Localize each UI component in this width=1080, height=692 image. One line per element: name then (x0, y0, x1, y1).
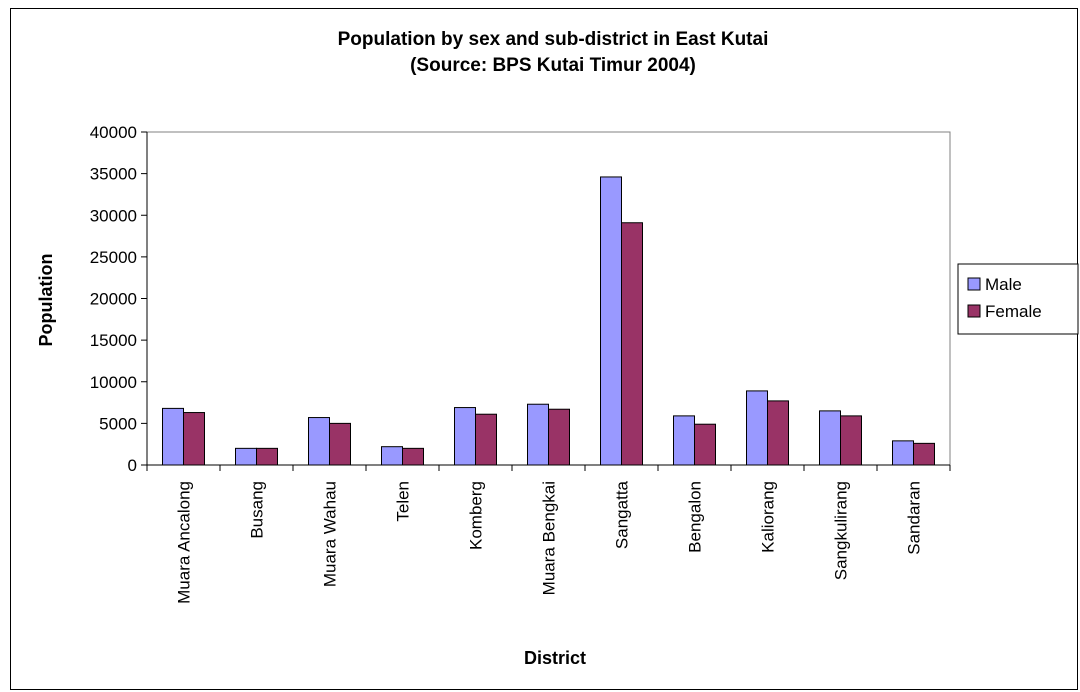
bar-male (892, 440, 914, 466)
bar-male (746, 390, 768, 466)
x-tick-label: Muara Ancalong (175, 481, 194, 604)
bar-male (673, 415, 695, 466)
bar-male (600, 176, 622, 466)
bar-female (840, 415, 862, 466)
bar-female (183, 412, 205, 466)
legend-label-male: Male (985, 275, 1022, 294)
bar-female (548, 408, 570, 466)
bar-female (913, 442, 935, 466)
y-tick-label: 30000 (90, 206, 137, 225)
bar-female (402, 447, 424, 466)
chart-frame (10, 8, 1078, 690)
legend-swatch-female (967, 304, 981, 318)
x-tick-label: Sandaran (905, 481, 924, 555)
legend-label-female: Female (985, 302, 1042, 321)
x-tick-label: Muara Bengkai (540, 481, 559, 595)
bar-male (235, 447, 257, 466)
x-tick-label: Muara Wahau (321, 481, 340, 587)
x-tick-label: Busang (248, 481, 267, 539)
bar-female (621, 222, 643, 466)
bar-male (819, 410, 841, 466)
y-tick-label: 0 (128, 456, 137, 475)
bar-female (767, 400, 789, 466)
legend-box (957, 263, 1079, 335)
x-tick-label: Sangatta (613, 480, 632, 549)
bar-female (256, 447, 278, 466)
x-tick-label: Kaliorang (759, 481, 778, 553)
x-tick-label: Bengalon (686, 481, 705, 553)
legend-swatch-male (967, 277, 981, 291)
bar-male (162, 407, 184, 466)
x-tick-label: Sangkulirang (832, 481, 851, 580)
x-tick-label: Komberg (467, 481, 486, 550)
y-axis-title: Population (36, 254, 56, 347)
bar-female (329, 422, 351, 466)
bar-male (454, 407, 476, 466)
y-tick-label: 40000 (90, 123, 137, 142)
x-tick-label: Telen (394, 481, 413, 522)
legend: Male Female (957, 263, 1079, 335)
bar-male (308, 417, 330, 466)
plot-area: 0 5000 10000 15000 20000 25000 30000 35000 40000… (90, 123, 951, 604)
bar-male (381, 446, 403, 466)
bar-female (694, 423, 716, 466)
bar-female (475, 413, 497, 466)
bar-male (527, 403, 549, 466)
y-tick-label: 5000 (99, 414, 137, 433)
y-tick-label: 10000 (90, 373, 137, 392)
y-tick-label: 20000 (90, 290, 137, 309)
x-axis-title: District (524, 648, 586, 668)
y-tick-label: 35000 (90, 165, 137, 184)
y-tick-label: 15000 (90, 331, 137, 350)
chart-subtitle: (Source: BPS Kutai Timur 2004) (410, 55, 696, 76)
chart-title: Population by sex and sub-district in Ea… (338, 29, 769, 50)
y-tick-label: 25000 (90, 248, 137, 267)
